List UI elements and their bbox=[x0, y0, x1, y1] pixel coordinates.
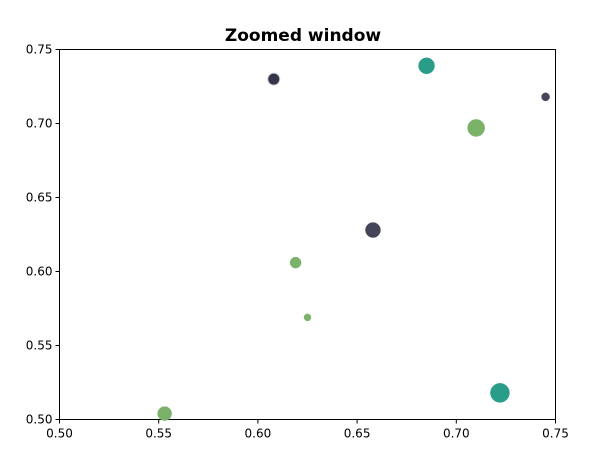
plot-frame bbox=[59, 49, 556, 420]
data-point bbox=[490, 383, 510, 403]
y-tick-label: 0.70 bbox=[26, 117, 53, 131]
x-tick-label: 0.65 bbox=[344, 427, 371, 441]
data-point bbox=[418, 57, 435, 75]
y-tick-label: 0.55 bbox=[26, 339, 53, 353]
x-tick-label: 0.50 bbox=[46, 427, 73, 441]
x-tick-label: 0.75 bbox=[542, 427, 569, 441]
y-tick-label: 0.60 bbox=[26, 265, 53, 279]
y-tick-label: 0.50 bbox=[26, 413, 53, 427]
data-point bbox=[303, 313, 312, 322]
x-axis: 0.50 0.55 0.60 0.65 0.70 0.75 bbox=[46, 419, 569, 441]
y-tick-label: 0.75 bbox=[26, 43, 53, 57]
data-point bbox=[467, 119, 485, 137]
data-points bbox=[157, 57, 550, 421]
data-point bbox=[157, 406, 172, 421]
y-tick-label: 0.65 bbox=[26, 191, 53, 205]
y-axis: 0.50 0.55 0.60 0.65 0.70 0.75 bbox=[26, 43, 60, 427]
x-tick-label: 0.60 bbox=[245, 427, 272, 441]
chart-title: Zoomed window bbox=[225, 26, 381, 46]
data-point bbox=[365, 222, 381, 238]
data-point bbox=[541, 92, 550, 102]
data-point bbox=[289, 256, 302, 269]
x-tick-label: 0.70 bbox=[443, 427, 470, 441]
x-tick-label: 0.55 bbox=[145, 427, 172, 441]
data-point bbox=[267, 72, 281, 86]
